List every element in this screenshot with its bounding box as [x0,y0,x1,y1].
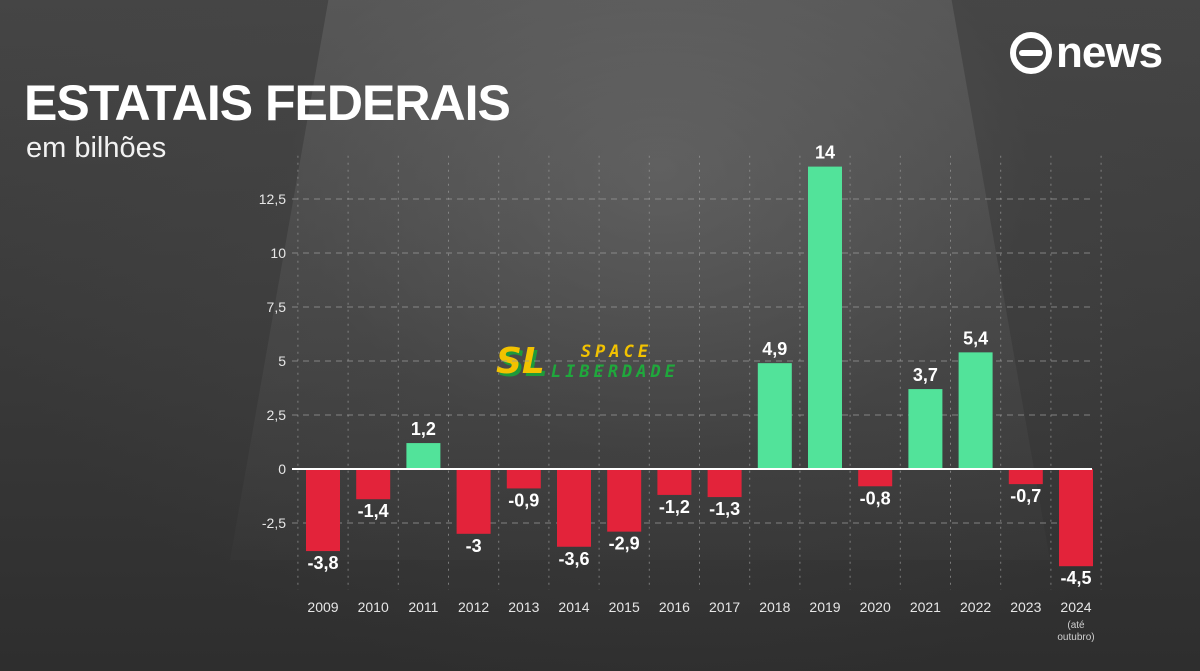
x-tick-label-2018: 2018 [759,599,790,615]
x-tick-label-2014: 2014 [558,599,589,615]
y-tick-label: 5 [278,353,286,369]
x-tick-label-2019: 2019 [809,599,840,615]
bar-2020 [858,469,893,487]
data-label-2024: -4,5 [1060,568,1091,588]
globo-icon [1010,32,1052,74]
y-tick-label: 0 [278,461,286,477]
data-label-2022: 5,4 [963,328,988,348]
x-tick-label-2017: 2017 [709,599,740,615]
x-tick-label-2010: 2010 [358,599,389,615]
y-tick-label: 7,5 [267,299,287,315]
x-tick-label-2012: 2012 [458,599,489,615]
bar-2012 [456,469,491,534]
bar-2016 [657,469,692,495]
bar-2022 [958,352,993,469]
data-label-2021: 3,7 [913,365,938,385]
data-label-2009: -3,8 [307,553,338,573]
x-tick-note: (até [1067,620,1085,631]
bar-2011 [406,443,441,469]
data-label-2016: -1,2 [659,497,690,517]
y-tick-label: 12,5 [259,191,286,207]
data-label-2015: -2,9 [609,534,640,554]
x-tick-label-2021: 2021 [910,599,941,615]
data-label-2020: -0,8 [860,488,891,508]
data-label-2017: -1,3 [709,499,740,519]
data-label-2019: 14 [815,143,835,163]
data-label-2012: -3 [466,536,482,556]
bar-2024 [1059,469,1093,567]
x-tick-label-2020: 2020 [860,599,891,615]
data-label-2023: -0,7 [1010,486,1041,506]
x-tick-label-2016: 2016 [659,599,690,615]
chart-subtitle: em bilhões [26,132,167,164]
x-tick-label-2015: 2015 [609,599,640,615]
data-label-2013: -0,9 [508,490,539,510]
bar-2014 [557,469,591,547]
bar-2021 [908,389,943,469]
bar-2015 [607,469,642,532]
y-tick-label: 2,5 [267,407,287,423]
brand-logo: news [1010,28,1163,77]
data-label-2018: 4,9 [762,339,787,359]
bar-2017 [707,469,742,498]
x-tick-note: outubro) [1057,632,1094,643]
data-label-2011: 1,2 [411,419,436,439]
data-label-2010: -1,4 [358,501,389,521]
bar-2018 [757,363,792,469]
data-label-2014: -3,6 [558,549,589,569]
bar-2023 [1008,469,1043,485]
x-tick-label-2022: 2022 [960,599,991,615]
bar-2009 [306,469,340,552]
x-tick-label-2011: 2011 [408,599,438,615]
brand-name: news [1056,28,1163,77]
x-tick-label-2024: 2024 [1060,599,1091,615]
y-tick-label: 10 [270,245,286,261]
bar-2013 [506,469,541,489]
bar-2010 [356,469,391,500]
x-tick-label-2013: 2013 [508,599,539,615]
chart-title: ESTATAIS FEDERAIS [24,75,511,131]
bar-2019 [808,166,842,469]
y-tick-label: -2,5 [262,515,286,531]
x-tick-label-2023: 2023 [1010,599,1041,615]
x-tick-label-2009: 2009 [307,599,338,615]
